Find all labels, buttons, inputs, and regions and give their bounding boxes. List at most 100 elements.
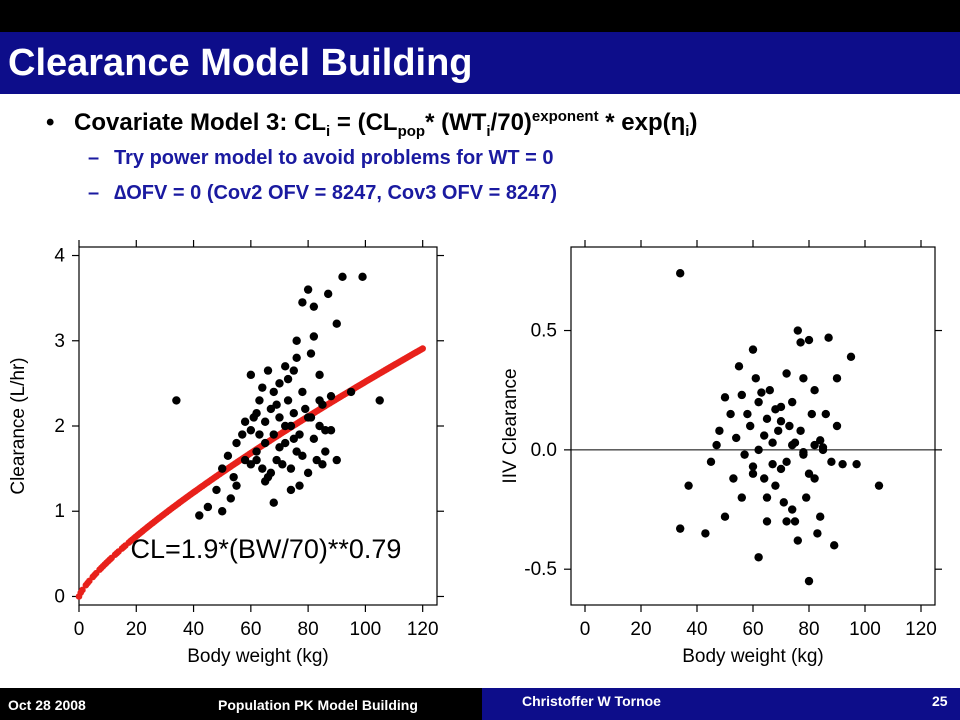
data-point (796, 338, 805, 347)
data-point (272, 455, 281, 465)
x-tick-label: 20 (630, 619, 651, 640)
x-tick-label: 120 (407, 619, 439, 640)
data-point (760, 474, 769, 483)
data-point (332, 319, 341, 328)
data-point (295, 430, 304, 439)
data-point (309, 434, 319, 443)
y-tick-label: 0 (54, 586, 65, 607)
subbullet-text: Try power model to avoid problems for WT… (114, 147, 554, 169)
data-point (260, 438, 270, 448)
y-tick-label: 4 (54, 246, 65, 267)
data-point (676, 524, 685, 533)
subbullet-power-model: – Try power model to avoid problems for W… (88, 147, 554, 170)
data-point (732, 433, 741, 443)
data-point (790, 517, 800, 526)
superscript-exponent: exponent (531, 108, 599, 125)
y-tick-label: -0.5 (524, 559, 557, 580)
x-tick-label: 0 (580, 619, 591, 640)
data-point (782, 457, 791, 466)
x-tick-label: 100 (350, 619, 382, 640)
y-tick-label: 0.5 (531, 321, 557, 342)
data-point (286, 485, 296, 495)
subbullet-dash: – (88, 182, 100, 204)
data-point (807, 409, 816, 419)
data-point (212, 485, 221, 495)
data-point (346, 387, 356, 397)
data-point (246, 370, 256, 380)
data-point (748, 462, 758, 471)
data-point (289, 366, 298, 375)
y-tick-label: 3 (54, 331, 65, 352)
data-point (743, 409, 752, 419)
data-point (260, 417, 270, 426)
data-point (281, 421, 290, 431)
x-axis-label: Body weight (kg) (682, 646, 824, 667)
y-tick-label: 1 (54, 501, 65, 522)
data-point (676, 269, 685, 278)
data-point (246, 460, 256, 469)
subbullet-delta-ofv: – ∆OFV = 0 (Cov2 OFV = 8247, Cov3 OFV = 8… (88, 182, 557, 205)
data-point (757, 388, 766, 397)
data-point (762, 414, 772, 424)
data-point (232, 481, 241, 490)
title-bar (0, 32, 960, 94)
x-tick-label: 20 (126, 619, 147, 640)
data-point (263, 366, 273, 375)
data-point (746, 421, 755, 431)
data-point (298, 451, 307, 461)
data-point (332, 455, 341, 465)
y-axis-label: Clearance (L/hr) (8, 357, 29, 494)
slide-title: Clearance Model Building (8, 42, 473, 84)
data-point (269, 430, 278, 439)
data-point (729, 474, 738, 483)
data-point (782, 369, 791, 378)
data-point (240, 455, 250, 465)
data-point (375, 396, 384, 405)
data-point (737, 390, 746, 400)
data-point (762, 493, 772, 502)
x-tick-label: 80 (298, 619, 319, 640)
data-point (312, 455, 321, 465)
data-point (776, 417, 786, 426)
data-point (821, 409, 830, 419)
subbullet-text: ∆OFV = 0 (Cov2 OFV = 8247, Cov3 OFV = 82… (114, 182, 557, 204)
data-point (754, 397, 763, 407)
data-point (278, 460, 287, 469)
data-point (281, 362, 290, 371)
fit-curve-point (79, 586, 86, 594)
y-tick-label: 2 (54, 416, 65, 437)
data-point (737, 493, 746, 502)
data-point (315, 421, 324, 431)
subbullet-dash: – (88, 147, 100, 169)
data-point (272, 400, 281, 409)
x-tick-label: 40 (686, 619, 707, 640)
data-point (760, 431, 769, 440)
eta-symbol: η (670, 109, 686, 136)
data-point (734, 362, 744, 371)
data-point (226, 494, 235, 503)
chart-1: 0 20 40 60 80 100 120 0 1 2 3 4 Body weight (kg) Clea… (8, 240, 444, 667)
bullet-text-eq4: * exp( (598, 109, 671, 136)
bullet-text-prefix: Covariate Model 3: CL (74, 109, 327, 136)
data-point (275, 379, 284, 388)
data-point (172, 396, 181, 405)
data-point (275, 443, 284, 452)
x-tick-label: 120 (905, 619, 937, 640)
y-axis-label: IIV Clearance (500, 368, 521, 483)
data-point (816, 512, 825, 521)
data-point (203, 502, 213, 512)
data-point (720, 512, 730, 521)
x-tick-label: 0 (74, 619, 85, 640)
data-point (292, 336, 301, 345)
data-point (283, 396, 293, 405)
x-axis-label: Body weight (kg) (187, 646, 329, 667)
subscript-i2: i (486, 122, 491, 140)
data-point (712, 440, 721, 450)
data-point (229, 472, 238, 482)
data-point (788, 397, 797, 407)
data-point (802, 493, 811, 502)
data-point (754, 553, 763, 562)
data-point (774, 426, 783, 435)
data-point (303, 468, 313, 478)
data-point (289, 409, 298, 418)
